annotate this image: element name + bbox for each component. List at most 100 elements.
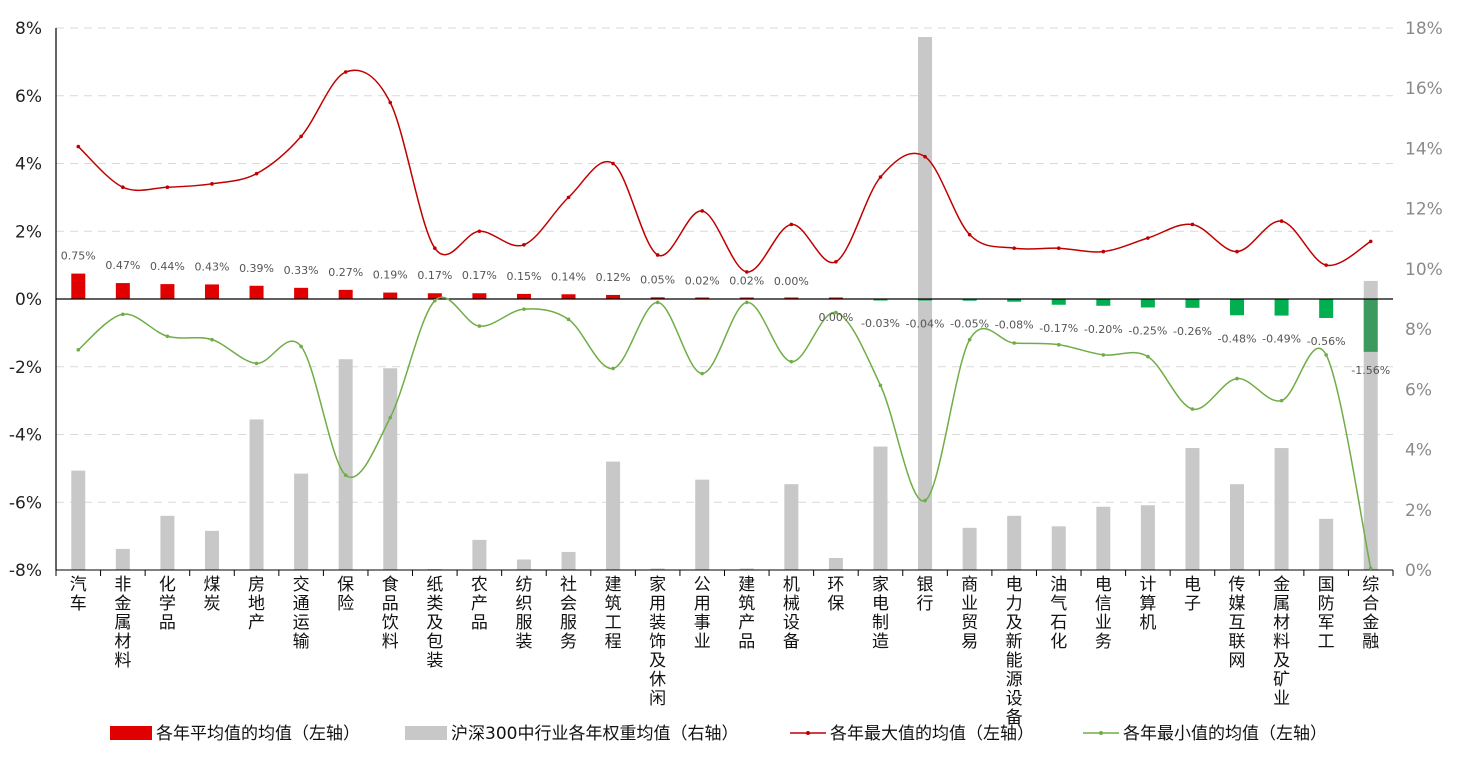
min-line-point: [1235, 376, 1239, 381]
category-char: 设: [783, 613, 800, 633]
max-line-point: [1146, 236, 1150, 240]
mean-bar: [472, 293, 487, 299]
category-char: 材: [114, 632, 131, 652]
category-char: 业: [961, 594, 978, 614]
right-tick-label: 16%: [1405, 79, 1443, 99]
mean-bar: [1051, 299, 1066, 305]
min-line-point: [566, 317, 571, 322]
bar-value-label: 0.43%: [195, 260, 230, 273]
category-char: 工: [605, 613, 622, 633]
category-label: 建筑工程: [605, 575, 622, 652]
min-line-point: [1324, 353, 1328, 357]
weight-bar: [606, 461, 621, 570]
weight-bar: [1185, 448, 1200, 570]
category-char: 家: [649, 575, 666, 595]
weight-bar: [1230, 484, 1245, 570]
max-line-point: [1279, 219, 1284, 223]
mean-bar: [338, 289, 353, 299]
category-char: 保: [827, 594, 844, 614]
category-label: 电力及新能源设备: [1006, 575, 1023, 728]
mean-bar: [606, 294, 621, 299]
category-label: 非金属材料: [114, 575, 131, 671]
category-char: 炭: [203, 594, 220, 614]
weight-bar: [472, 539, 487, 570]
category-char: 机: [783, 575, 800, 595]
category-char: 筑: [738, 594, 755, 614]
max-line-point: [76, 144, 81, 149]
right-tick-label: 4%: [1405, 441, 1432, 461]
left-tick-label: -8%: [9, 561, 42, 581]
category-label: 电信业务: [1095, 575, 1112, 652]
min-line-point: [299, 344, 303, 349]
category-label: 国防军工: [1318, 575, 1335, 652]
category-char: 运: [293, 613, 310, 633]
left-tick-label: 8%: [15, 19, 42, 39]
category-char: 综: [1362, 575, 1379, 595]
category-char: 金: [1362, 613, 1379, 633]
max-line-point: [299, 134, 303, 139]
min-line-point: [165, 334, 170, 339]
category-char: 能: [1006, 651, 1023, 671]
category-label: 纺织服装: [515, 575, 532, 652]
category-label: 家用装饰及休闲: [649, 575, 666, 709]
category-char: 料: [114, 651, 131, 671]
min-line-point: [1279, 398, 1284, 403]
category-char: 产: [471, 594, 488, 614]
legend-label: 各年平均值的均值（左轴）: [156, 724, 360, 744]
category-char: 类: [426, 594, 443, 614]
category-char: 及: [1006, 613, 1023, 633]
category-char: 会: [560, 594, 577, 614]
category-char: 筑: [605, 594, 622, 614]
weight-bar: [650, 568, 665, 570]
category-label: 金属材料及矿业: [1273, 575, 1290, 709]
right-tick-label: 0%: [1405, 561, 1432, 581]
min-line-point: [1012, 341, 1016, 345]
min-line-point: [121, 312, 125, 317]
category-char: 互: [1229, 613, 1246, 633]
weight-bar: [1363, 280, 1378, 570]
category-char: 电: [872, 594, 889, 614]
category-char: 品: [159, 613, 176, 633]
max-line-point: [744, 270, 749, 274]
category-char: 包: [426, 632, 443, 652]
category-char: 非: [114, 575, 131, 595]
max-line-point: [121, 185, 125, 190]
max-line-point: [834, 259, 838, 264]
right-tick-label: 18%: [1405, 19, 1443, 39]
left-tick-label: 0%: [15, 290, 42, 310]
min-line-point: [923, 498, 927, 503]
legend-marker: [1099, 731, 1103, 735]
category-char: 地: [248, 594, 265, 614]
category-label: 煤炭: [203, 575, 220, 614]
bar-value-label: -0.26%: [1173, 325, 1212, 338]
category-label: 综合金融: [1362, 575, 1379, 652]
mean-bar: [249, 285, 264, 299]
bar-value-label: 0.39%: [239, 262, 274, 275]
category-char: 传: [1229, 575, 1246, 595]
legend-swatch: [405, 726, 447, 740]
category-char: 军: [1318, 613, 1335, 633]
category-char: 算: [1139, 594, 1156, 614]
category-label: 环保: [827, 575, 844, 614]
mean-bar: [962, 299, 977, 301]
max-line-point: [1056, 246, 1061, 250]
category-char: 融: [1362, 632, 1379, 652]
bar-value-label: 0.17%: [462, 269, 497, 282]
bar-value-label: 0.02%: [729, 274, 764, 287]
category-char: 程: [605, 632, 622, 652]
weight-bar: [1007, 515, 1022, 570]
category-char: 化: [1050, 632, 1067, 652]
category-char: 公: [694, 575, 711, 595]
category-label: 农产品: [471, 575, 488, 633]
min-line-point: [789, 359, 794, 364]
category-char: 煤: [203, 575, 220, 595]
max-line-point: [1368, 239, 1373, 244]
min-line-point: [76, 348, 81, 352]
category-char: 装: [426, 651, 443, 671]
min-line-point: [1190, 407, 1195, 411]
max-line-point: [923, 154, 927, 159]
weight-bar: [1319, 518, 1334, 570]
category-char: 合: [1362, 594, 1379, 614]
bar-value-label: 0.15%: [506, 270, 541, 283]
